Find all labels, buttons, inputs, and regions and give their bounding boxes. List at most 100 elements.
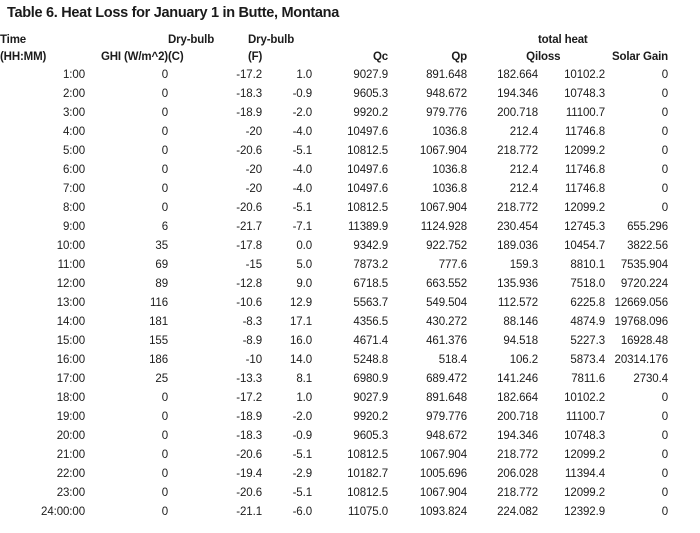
cell-qc: 9027.9 xyxy=(353,392,388,404)
cell-ghi: 0 xyxy=(161,69,168,81)
cell-time: 17:00 xyxy=(56,373,85,385)
cell-qi: 206.028 xyxy=(497,468,538,480)
table-header: Time (HH:MM) GHI (W/m^2) Dry-bulb (C) Dr… xyxy=(0,32,668,66)
cell-qc: 10497.6 xyxy=(347,183,388,195)
cell-dbc: -18.9 xyxy=(236,411,262,423)
heat-loss-table: Time (HH:MM) GHI (W/m^2) Dry-bulb (C) Dr… xyxy=(0,32,668,522)
cell-loss: 10454.7 xyxy=(564,240,605,252)
cell-solar: 0 xyxy=(661,392,668,404)
column-header-dry-bulb-f-label: Dry-bulb (F) xyxy=(248,34,295,63)
cell-qp: 1005.696 xyxy=(419,468,467,480)
cell-qc: 6980.9 xyxy=(353,373,388,385)
cell-dbf: -7.1 xyxy=(292,221,313,233)
cell-qp: 430.272 xyxy=(426,316,467,328)
cell-ghi: 0 xyxy=(161,88,168,100)
cell-qc: 9342.9 xyxy=(353,240,388,252)
cell-loss: 11100.7 xyxy=(565,411,605,423)
cell-ghi: 0 xyxy=(161,411,168,423)
cell-qc: 9605.3 xyxy=(353,430,388,442)
column-header-qp: Qp xyxy=(451,51,467,63)
cell-solar: 0 xyxy=(661,183,668,195)
cell-loss: 6225.8 xyxy=(570,297,605,309)
cell-qi: 212.4 xyxy=(509,126,538,138)
cell-ghi: 0 xyxy=(161,392,168,404)
cell-qp: 891.648 xyxy=(426,69,467,81)
cell-qi: 112.572 xyxy=(497,297,538,309)
cell-time: 12:00 xyxy=(56,278,85,290)
cell-time: 18:00 xyxy=(56,392,85,404)
cell-dbf: -4.0 xyxy=(292,164,313,176)
cell-solar: 0 xyxy=(661,506,668,518)
table-row: 22:00 0 -19.4 -2.9 10182.7 1005.696 206.028 113… xyxy=(0,465,668,484)
cell-solar: 0 xyxy=(661,487,668,499)
cell-qc: 9027.9 xyxy=(353,69,388,81)
cell-qi: 88.146 xyxy=(503,316,538,328)
cell-solar: 0 xyxy=(661,88,668,100)
cell-ghi: 181 xyxy=(149,316,168,328)
cell-solar: 0 xyxy=(661,468,668,480)
table-row: 1:00 0 -17.2 1.0 9027.9 891.648 182.664 10102.2… xyxy=(0,66,668,85)
cell-dbc: -12.8 xyxy=(236,278,262,290)
cell-qp: 689.472 xyxy=(426,373,467,385)
cell-time: 1:00 xyxy=(63,69,85,81)
cell-qp: 979.776 xyxy=(426,411,467,423)
cell-loss: 11746.8 xyxy=(564,164,605,176)
cell-qi: 218.772 xyxy=(497,449,538,461)
cell-time: 23:00 xyxy=(56,487,85,499)
cell-loss: 12745.3 xyxy=(564,221,605,233)
table-row: 9:00 6 -21.7 -7.1 11389.9 1124.928 230.454 1274… xyxy=(0,218,668,237)
cell-time: 5:00 xyxy=(63,145,85,157)
table-row: 8:00 0 -20.6 -5.1 10812.5 1067.904 218.772 1209… xyxy=(0,199,668,218)
cell-qi: 224.082 xyxy=(497,506,538,518)
cell-ghi: 0 xyxy=(161,145,168,157)
cell-dbc: -20.6 xyxy=(236,202,262,214)
table-row: 20:00 0 -18.3 -0.9 9605.3 948.672 194.346 10748… xyxy=(0,427,668,446)
cell-time: 2:00 xyxy=(63,88,85,100)
cell-qp: 1067.904 xyxy=(419,145,467,157)
cell-loss: 11746.8 xyxy=(564,126,605,138)
cell-loss: 11394.4 xyxy=(564,468,605,480)
cell-dbf: 0.0 xyxy=(296,240,312,252)
table-row: 23:00 0 -20.6 -5.1 10812.5 1067.904 218.772 120… xyxy=(0,484,668,503)
cell-dbf: -6.0 xyxy=(292,506,313,518)
cell-ghi: 0 xyxy=(161,487,168,499)
cell-loss: 11746.8 xyxy=(564,183,605,195)
cell-qc: 9605.3 xyxy=(353,88,388,100)
cell-qi: 200.718 xyxy=(497,107,538,119)
cell-ghi: 0 xyxy=(161,164,168,176)
cell-time: 4:00 xyxy=(63,126,85,138)
cell-qp: 948.672 xyxy=(426,430,467,442)
cell-dbf: -2.0 xyxy=(292,411,313,423)
cell-qc: 7873.2 xyxy=(353,259,388,271)
cell-solar: 7535.904 xyxy=(620,259,668,271)
cell-time: 14:00 xyxy=(56,316,85,328)
cell-ghi: 89 xyxy=(155,278,168,290)
cell-ghi: 0 xyxy=(161,126,168,138)
cell-qp: 518.4 xyxy=(438,354,467,366)
cell-qc: 5563.7 xyxy=(353,297,388,309)
cell-time: 8:00 xyxy=(63,202,85,214)
cell-qp: 1036.8 xyxy=(432,126,467,138)
table-row: 14:00 181 -8.3 17.1 4356.5 430.272 88.146 4874.… xyxy=(0,313,668,332)
cell-dbc: -20.6 xyxy=(236,449,262,461)
cell-loss: 12099.2 xyxy=(564,487,605,499)
cell-time: 20:00 xyxy=(56,430,85,442)
table-row: 13:00 116 -10.6 12.9 5563.7 549.504 112.572 622… xyxy=(0,294,668,313)
cell-qp: 1093.824 xyxy=(419,506,467,518)
table-row: 18:00 0 -17.2 1.0 9027.9 891.648 182.664 10102.… xyxy=(0,389,668,408)
cell-dbf: -5.1 xyxy=(292,145,313,157)
cell-qc: 11075.0 xyxy=(347,506,388,518)
cell-dbf: 17.1 xyxy=(290,316,312,328)
cell-dbc: -18.3 xyxy=(236,430,262,442)
cell-qi: 200.718 xyxy=(497,411,538,423)
table-row: 19:00 0 -18.9 -2.0 9920.2 979.776 200.718 11100… xyxy=(0,408,668,427)
cell-qi: 194.346 xyxy=(497,88,538,100)
cell-dbf: 9.0 xyxy=(296,278,312,290)
cell-qp: 461.376 xyxy=(426,335,467,347)
column-header-time: Time (HH:MM) xyxy=(0,34,47,63)
cell-ghi: 0 xyxy=(161,183,168,195)
cell-solar: 0 xyxy=(661,145,668,157)
cell-time: 9:00 xyxy=(63,221,85,233)
cell-qi: 106.2 xyxy=(509,354,538,366)
cell-solar: 2730.4 xyxy=(633,373,668,385)
